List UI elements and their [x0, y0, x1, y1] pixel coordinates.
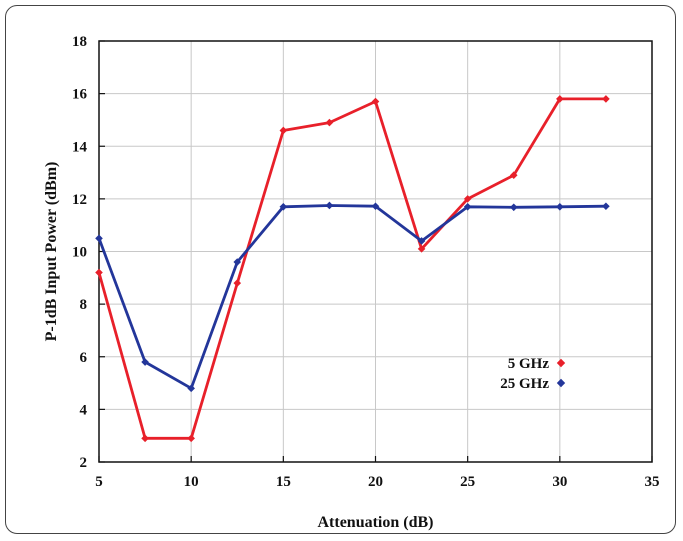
data-point [463, 202, 472, 211]
legend-label: 5 GHz [508, 356, 550, 372]
data-point [95, 268, 103, 277]
x-tick-label: 35 [645, 474, 660, 490]
x-tick-label: 10 [184, 474, 199, 490]
legend-marker [556, 358, 566, 368]
x-tick-label: 25 [460, 474, 475, 490]
data-point [141, 434, 149, 443]
x-tick-label: 30 [552, 474, 567, 490]
data-point [509, 203, 518, 212]
data-point [233, 279, 242, 287]
x-axis-label: Attenuation (dB) [317, 514, 433, 531]
y-tick-label: 12 [72, 192, 87, 208]
data-point [602, 202, 610, 211]
legend-label: 25 GHz [500, 376, 549, 392]
series-line [97, 97, 606, 440]
y-tick-label: 18 [72, 34, 87, 50]
y-tick-label: 14 [72, 139, 88, 155]
data-point [279, 126, 288, 135]
legend: 5 GHz 25 GHz [500, 356, 566, 392]
y-axis-label: P-1dB Input Power (dBm) [43, 162, 60, 342]
y-tick-label: 8 [80, 297, 88, 313]
data-point [95, 234, 103, 243]
data-point [556, 202, 564, 211]
series-group [95, 95, 610, 443]
data-point [463, 195, 472, 203]
y-tick-label: 4 [80, 402, 88, 418]
series-line [97, 204, 606, 390]
data-point [325, 201, 334, 210]
data-point [141, 358, 149, 366]
data-point [187, 434, 195, 443]
y-tick-label: 2 [80, 455, 88, 471]
data-point [556, 95, 564, 103]
data-point [602, 95, 610, 103]
data-point [325, 118, 334, 127]
data-point [417, 237, 426, 245]
data-point [371, 97, 380, 106]
axis-ticks: 5 10 15 20 25 30 35 2 4 6 8 10 12 14 16 18 [72, 34, 660, 490]
series-0 [95, 95, 610, 443]
legend-marker [556, 378, 566, 388]
data-point [371, 202, 380, 211]
data-point [279, 202, 288, 211]
data-point [233, 258, 242, 266]
y-tick-label: 6 [80, 350, 88, 366]
y-tick-label: 10 [72, 245, 87, 261]
x-tick-label: 20 [368, 474, 383, 490]
data-point [509, 171, 518, 179]
data-point [187, 384, 195, 393]
data-point [417, 245, 426, 253]
x-tick-label: 5 [95, 474, 103, 490]
x-tick-label: 15 [276, 474, 291, 490]
series-1 [95, 201, 610, 393]
y-tick-label: 16 [72, 87, 88, 103]
